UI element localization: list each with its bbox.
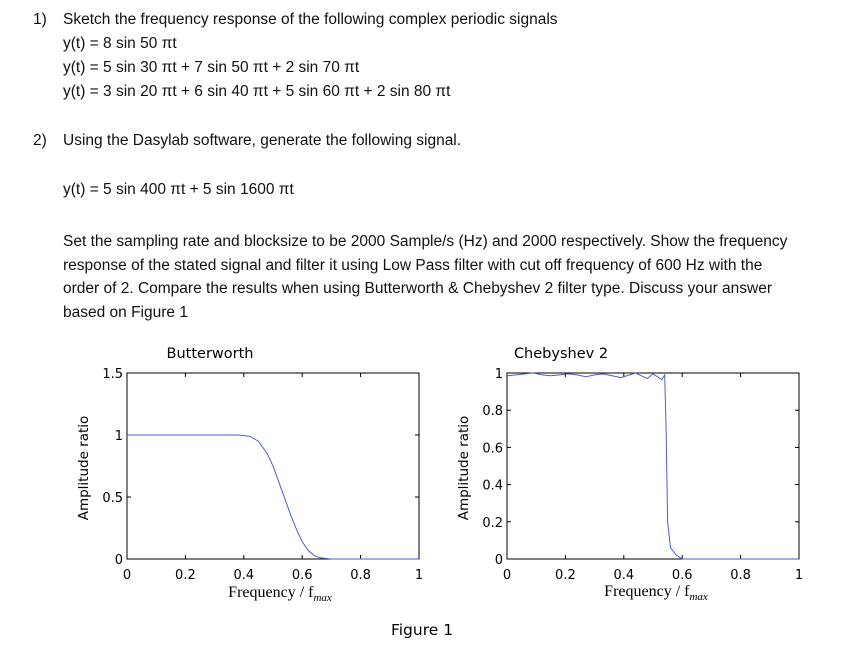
- x-tick-label: 0.6: [672, 568, 693, 583]
- y-tick-label: 0.2: [482, 516, 503, 531]
- butterworth-curve: [127, 434, 419, 560]
- question-2-text: Using the Dasylab software, generate the…: [63, 132, 462, 149]
- y-tick-label: 0.8: [482, 404, 503, 419]
- x-axis-label: Frequency / fmax: [604, 583, 708, 603]
- question-1-text: Sketch the frequency response of the fol…: [63, 11, 558, 28]
- x-tick-label: 0: [503, 568, 511, 583]
- y-tick-label: 0.6: [482, 441, 503, 456]
- x-tick-label: 0.2: [555, 568, 576, 583]
- chebyshev-curve: [506, 372, 799, 560]
- question-2-paragraph: Set the sampling rate and blocksize to b…: [63, 233, 788, 321]
- y-tick-label: 0.4: [482, 479, 503, 494]
- equation: y(t) = 3 sin 20 πt + 6 sin 40 πt + 5 sin…: [63, 83, 451, 100]
- x-axis-label-main: Frequency / f: [228, 584, 314, 601]
- x-axis-ticks: 0 0.2 0.4 0.6 0.8 1: [503, 373, 803, 583]
- y-axis-label: Amplitude ratio: [76, 416, 92, 521]
- x-tick-label: 1: [795, 568, 803, 583]
- y-tick-label: 0: [495, 553, 503, 568]
- equation: y(t) = 5 sin 30 πt + 7 sin 50 πt + 2 sin…: [63, 59, 360, 76]
- plot-frame: [126, 372, 420, 560]
- chart-title: Butterworth: [167, 346, 254, 362]
- chart-title: Chebyshev 2: [514, 346, 608, 362]
- x-tick-label: 0.4: [233, 568, 254, 583]
- y-tick-label: 0.5: [102, 491, 123, 506]
- x-axis-label-main: Frequency / f: [604, 583, 690, 600]
- y-axis-ticks: 0 0.5 1 1.5: [102, 367, 419, 568]
- chebyshev-chart: 0 0.2 0.4 0.6 0.8 1 0 0.2 0.4 0.6 0.8 1 Chebyshev …: [456, 346, 803, 603]
- x-tick-label: 0.4: [613, 568, 634, 583]
- equation: y(t) = 5 sin 400 πt + 5 sin 1600 πt: [63, 181, 294, 198]
- plot-frame: [506, 372, 800, 560]
- x-tick-label: 1: [415, 568, 423, 583]
- y-tick-label: 1: [495, 367, 503, 382]
- x-tick-label: 0: [123, 568, 131, 583]
- y-axis-label: Amplitude ratio: [456, 416, 472, 521]
- equation: y(t) = 8 sin 50 πt: [63, 35, 177, 52]
- x-axis-label-sub: max: [689, 591, 707, 603]
- figure-caption: Figure 1: [391, 621, 453, 639]
- question-2-number: 2): [33, 132, 47, 149]
- butterworth-chart: 0 0.2 0.4 0.6 0.8 1 0 0.5 1 1.5 Butterworth Ampl…: [76, 346, 423, 604]
- question-1-number: 1): [33, 11, 47, 28]
- y-tick-label: 1: [115, 429, 123, 444]
- x-axis-label-sub: max: [313, 592, 331, 604]
- x-axis-label: Frequency / fmax: [228, 584, 332, 604]
- x-tick-label: 0.2: [175, 568, 196, 583]
- x-tick-label: 0.8: [730, 568, 751, 583]
- y-axis-ticks: 0 0.2 0.4 0.6 0.8 1: [482, 367, 799, 568]
- y-tick-label: 0: [115, 553, 123, 568]
- y-tick-label: 1.5: [102, 367, 123, 382]
- x-tick-label: 0.6: [292, 568, 313, 583]
- x-tick-label: 0.8: [350, 568, 371, 583]
- x-axis-ticks: 0 0.2 0.4 0.6 0.8 1: [123, 373, 423, 583]
